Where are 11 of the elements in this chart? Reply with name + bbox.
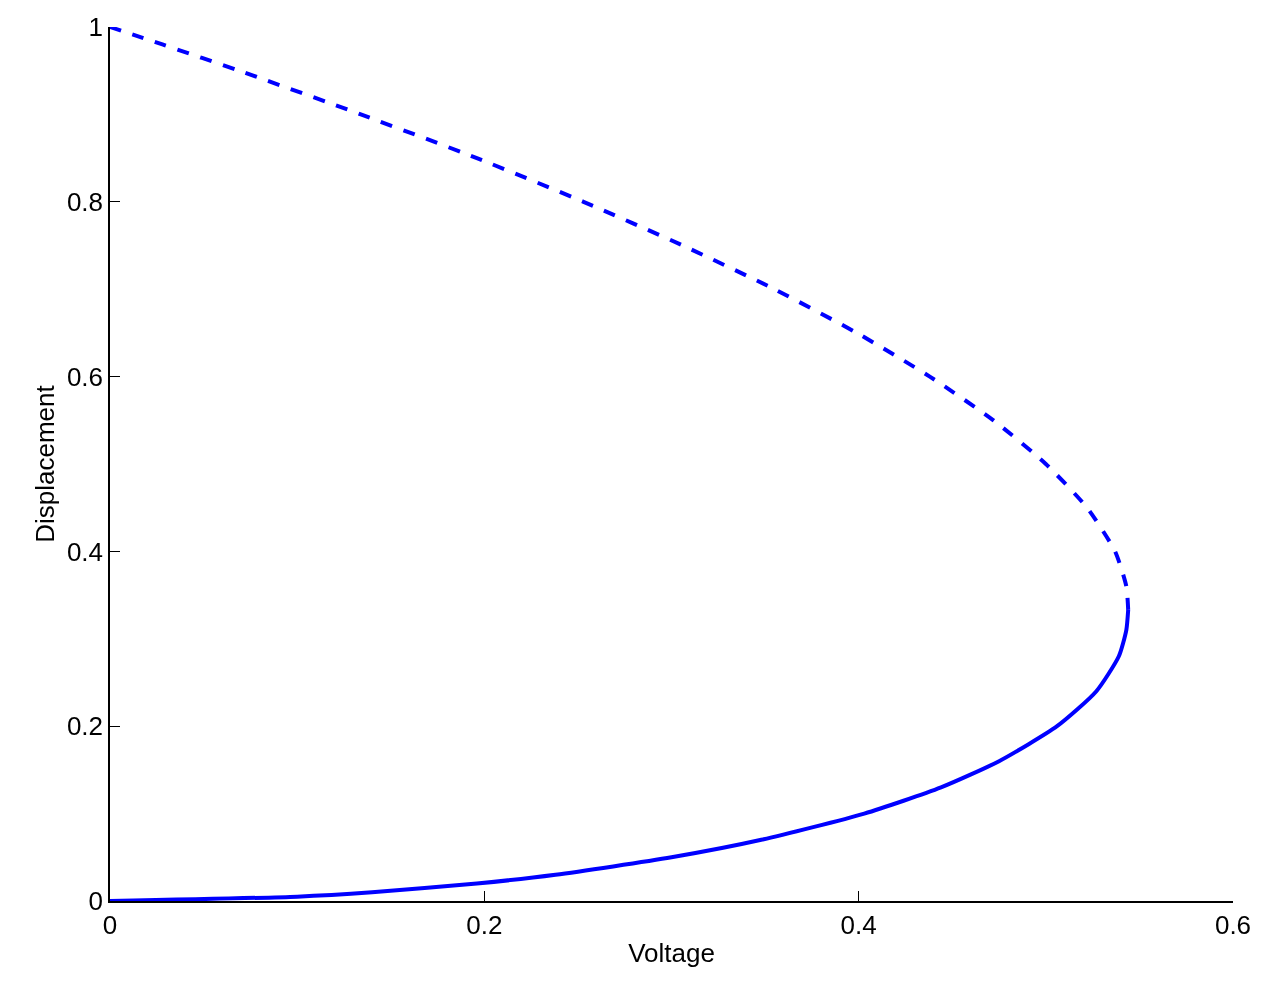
x-tick-label: 0.6	[1214, 909, 1252, 940]
y-tick-label: 1	[88, 12, 104, 43]
x-axis-title: Voltage	[628, 938, 715, 969]
y-tick-label: 0.4	[66, 536, 104, 567]
y-axis-title: Displacement	[29, 384, 60, 543]
x-tick-label: 0.4	[840, 909, 877, 940]
y-tick-label: 0.2	[66, 711, 104, 742]
y-tick-label: 0	[88, 886, 104, 917]
y-tick-label: 0.8	[66, 186, 104, 217]
x-tick-label: 0.2	[466, 909, 503, 940]
y-tick-label: 0.6	[66, 361, 104, 392]
